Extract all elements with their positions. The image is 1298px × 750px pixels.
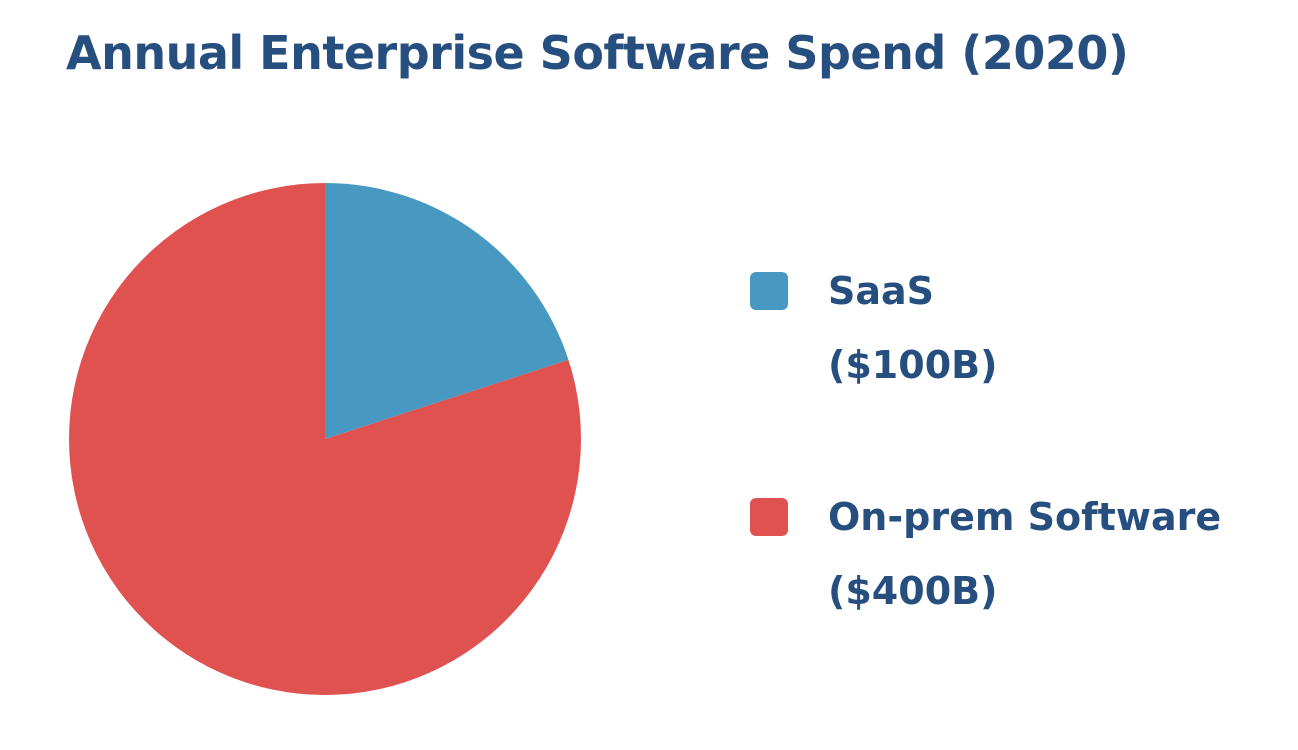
legend-label-on-prem: On-prem Software (828, 495, 1222, 539)
legend-swatch-saas (750, 272, 788, 310)
legend-swatch-on-prem (750, 498, 788, 536)
pie-slice-on-prem (68, 183, 581, 695)
legend-value-on-prem: ($400B) (828, 569, 998, 613)
chart-title: Annual Enterprise Software Spend (2020) (66, 26, 1129, 80)
pie-slice-saas (325, 183, 569, 439)
legend-label-saas: SaaS (828, 269, 935, 313)
legend-value-saas: ($100B) (828, 343, 998, 387)
pie-slices (68, 183, 581, 695)
